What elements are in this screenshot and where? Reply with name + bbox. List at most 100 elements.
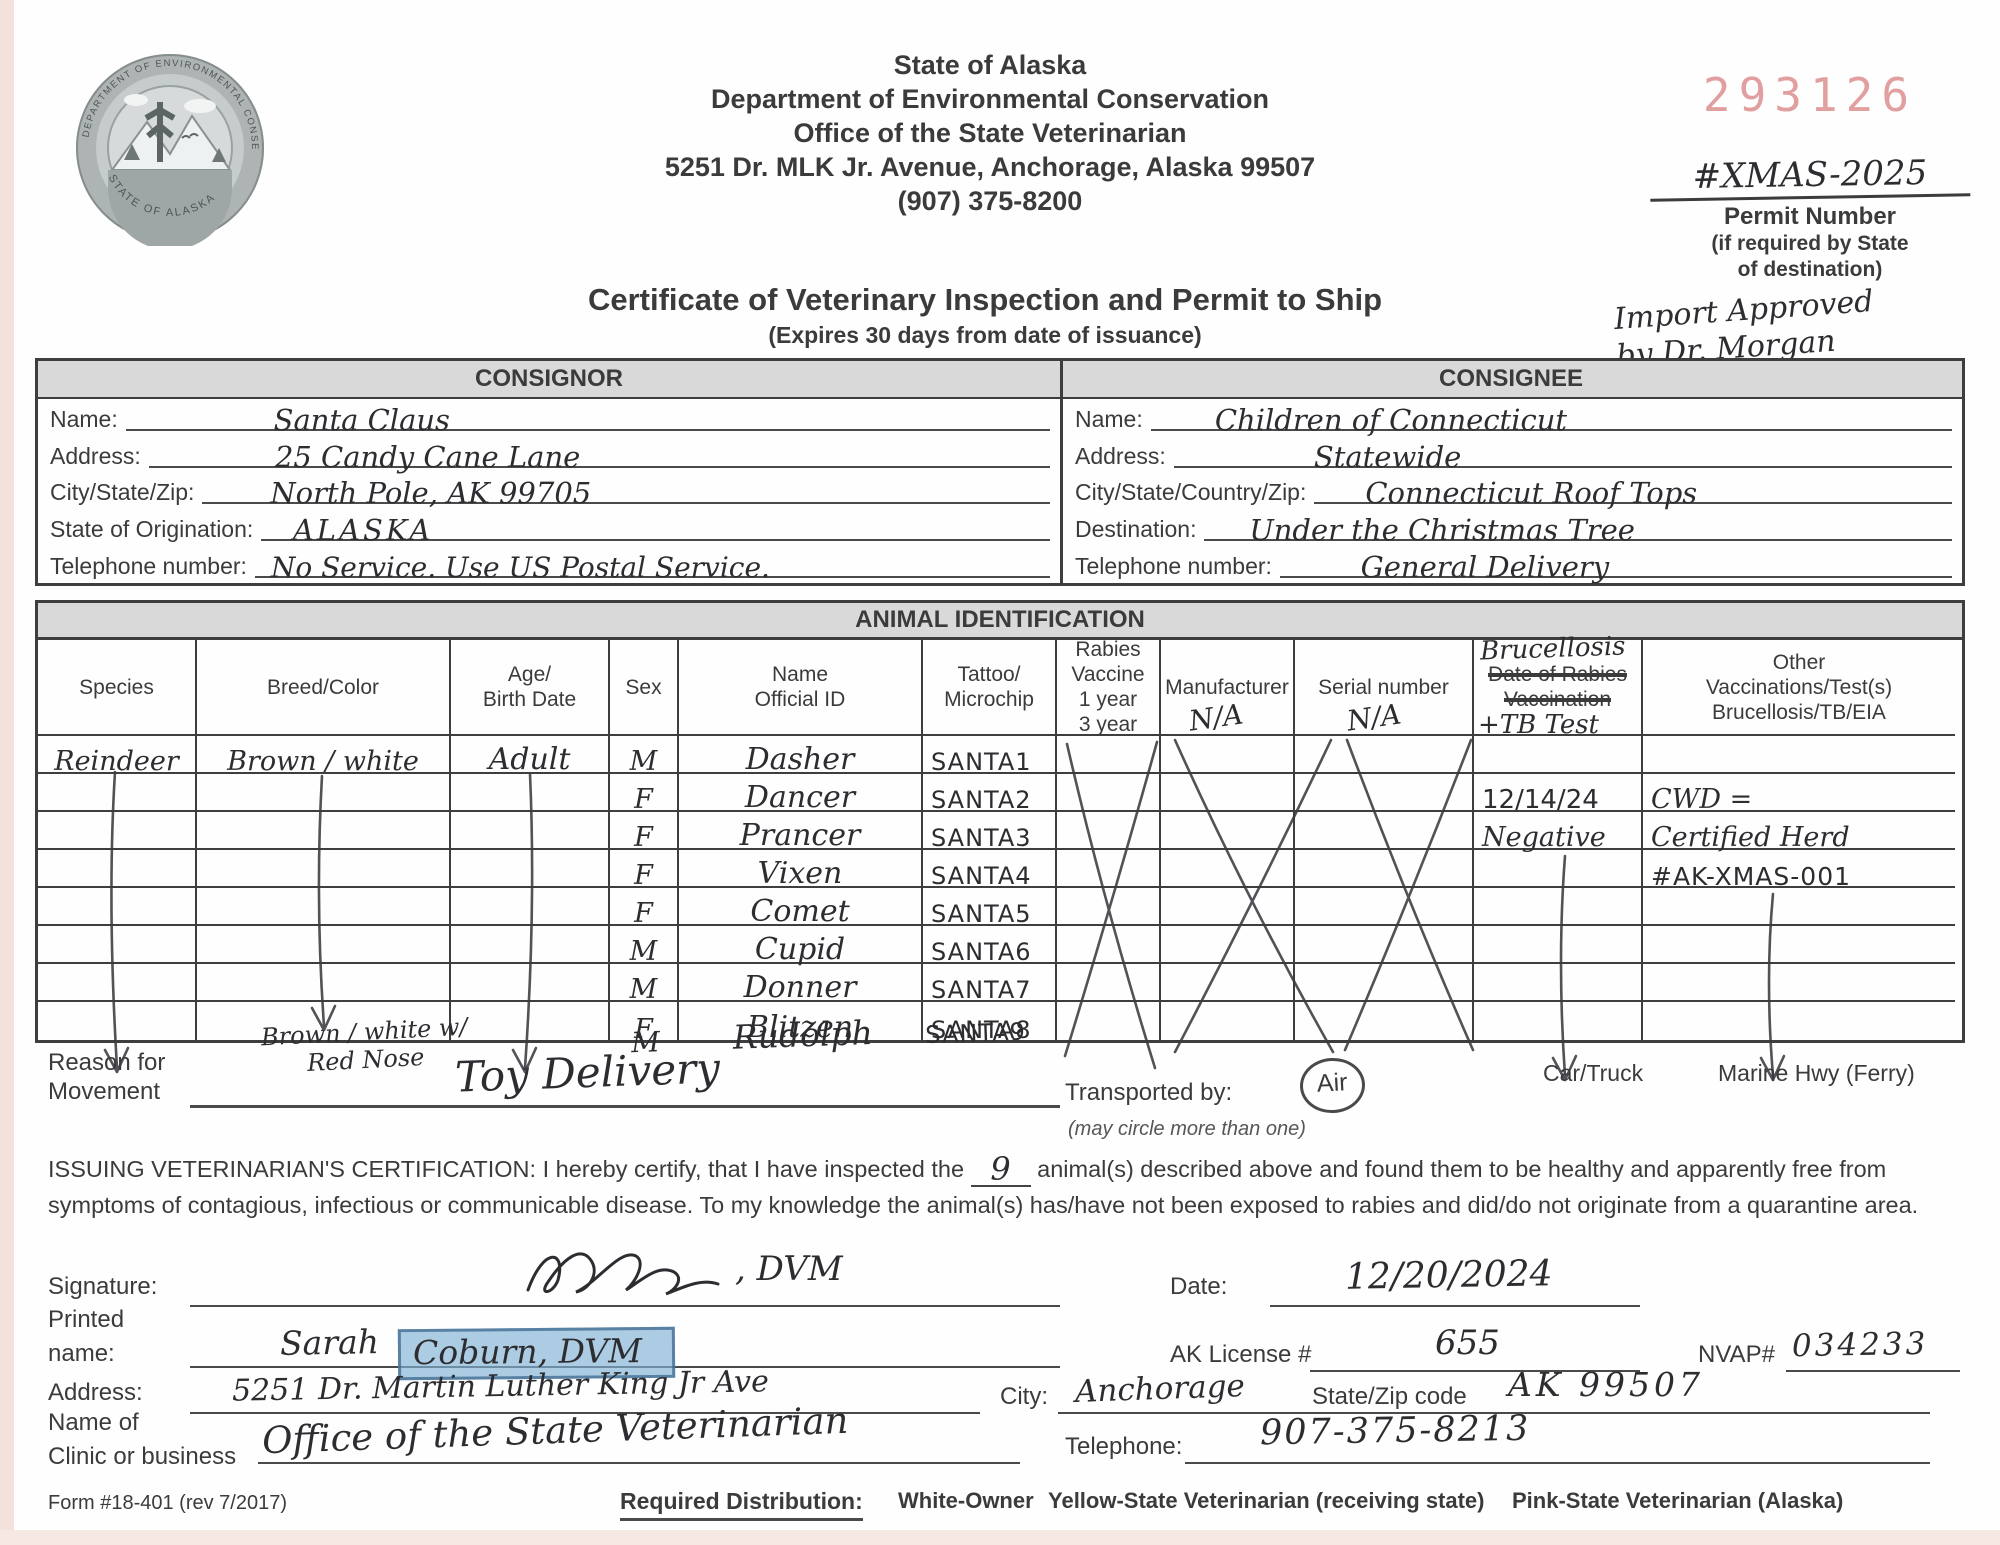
- column-divider: [1060, 361, 1063, 583]
- consignor-name-value: Santa Claus: [273, 402, 450, 437]
- cell-id: SANTA7: [923, 964, 1057, 1002]
- printed-name-first: Sarah: [279, 1322, 380, 1363]
- city-value: Anchorage: [1074, 1368, 1246, 1410]
- field-line: ALASKA: [261, 507, 1050, 545]
- col-header-sex: Sex: [610, 640, 679, 736]
- required-distribution-label: Required Distribution:: [620, 1488, 863, 1521]
- field-line: Connecticut Roof Tops: [1314, 471, 1952, 508]
- cell-name: Blitzen: [679, 1002, 923, 1043]
- transport-marine-label: Marine Hwy (Ferry): [1718, 1060, 1915, 1086]
- ak-license-value: 655: [1435, 1323, 1500, 1363]
- permit-number-label: Permit Number: [1723, 203, 1897, 230]
- consignee-name-row: Name: Children of Connecticut: [1063, 399, 1962, 436]
- tb-test-handwritten: +TB Test: [1478, 710, 1599, 740]
- certification-text: symptoms of contagious, infectious or co…: [48, 1192, 1919, 1218]
- field-line: North Pole, AK 99705: [202, 471, 1050, 511]
- cell-sex: M: [610, 736, 679, 775]
- org-line: Office of the State Veterinarian: [793, 118, 1187, 148]
- consignee-telephone-value: General Delivery: [1360, 549, 1610, 584]
- certification-text: animal(s) described above and found them…: [1037, 1156, 1887, 1182]
- col-header-other: Other Vaccinations/Test(s) Brucellosis/TB/…: [1643, 640, 1955, 736]
- consignee-destination-row: Destination: Under the Christmas Tree: [1063, 509, 1962, 546]
- cell-name: Comet: [679, 888, 923, 927]
- cell-species: Reindeer: [38, 736, 197, 775]
- cell-age: Adult: [451, 736, 610, 775]
- consignee-address-row: Address: Statewide: [1063, 436, 1962, 473]
- telephone-value: 907-375-8213: [1259, 1408, 1531, 1454]
- animal-identification-title: ANIMAL IDENTIFICATION: [35, 600, 1965, 640]
- cell-sex: M: [610, 964, 679, 1003]
- transported-by-label: Transported by:: [1065, 1079, 1233, 1106]
- telephone-line: [1185, 1408, 1930, 1464]
- field-line: 25 Candy Cane Lane: [148, 434, 1050, 471]
- reason-line: [190, 1013, 1060, 1108]
- city-label: City:: [1000, 1383, 1048, 1410]
- address-label: Address:: [48, 1379, 143, 1406]
- col-header-breed: Breed/Color: [197, 640, 451, 736]
- field-line: Children of Connecticut: [1150, 397, 1952, 434]
- reason-for-movement-label: Reason for Movement: [48, 1049, 166, 1105]
- consignee-telephone-row: Telephone number: General Delivery: [1063, 546, 1962, 583]
- consignor-citystatezip-row: City/State/Zip: North Pole, AK 99705: [38, 473, 1060, 510]
- cell-id: SANTA6: [923, 926, 1057, 964]
- cell-id: SANTA4: [923, 850, 1057, 888]
- org-line: (907) 375-8200: [897, 186, 1083, 216]
- consignor-consignee-header: CONSIGNOR CONSIGNEE: [38, 361, 1962, 399]
- consignor-title: CONSIGNOR: [474, 365, 623, 392]
- consignor-name-row: Name: Santa Claus: [38, 399, 1060, 436]
- cell-name: Dasher: [679, 736, 923, 775]
- field-line: General Delivery: [1279, 544, 1952, 581]
- date-label: Date:: [1170, 1273, 1228, 1300]
- cell-sex: F: [610, 774, 679, 813]
- ak-license-line: [1310, 1316, 1640, 1372]
- cell-sex: F: [610, 1002, 679, 1043]
- consignor-telephone-row: Telephone number: No Service. Use US Pos…: [38, 546, 1060, 583]
- consignee-section: Name: Children of Connecticut Address: S…: [1063, 399, 1962, 583]
- consignee-citystatezip-row: City/State/Country/Zip: Connecticut Roof…: [1063, 473, 1962, 510]
- cell-id: SANTA2: [923, 774, 1057, 812]
- field-line: Under the Christmas Tree: [1204, 507, 1952, 545]
- brucellosis-handwritten: Brucellosis: [1479, 631, 1626, 667]
- field-line: Statewide: [1173, 434, 1952, 471]
- permit-number-sublabel: (if required by State of destination): [1711, 232, 1909, 281]
- manufacturer-na-handwritten: N/A: [1186, 697, 1246, 738]
- certification-text: ISSUING VETERINARIAN'S CERTIFICATION: I …: [48, 1156, 965, 1182]
- signature-dvm-suffix: , DVM: [735, 1249, 843, 1289]
- cell-sex: F: [610, 812, 679, 851]
- signature-scribble: [526, 1252, 720, 1296]
- col-header-brucellosis: Brucellosis Date of Rabies Vaccination +…: [1474, 631, 1643, 740]
- col-header-manufacturer: Manufacturer N/A: [1161, 640, 1295, 738]
- org-line: Department of Environmental Conservation: [710, 84, 1270, 114]
- consignor-citystatezip-value: North Pole, AK 99705: [270, 476, 592, 511]
- cell-name: Cupid: [679, 926, 923, 965]
- scan-edge-left: [0, 0, 14, 1545]
- consignor-telephone-value: No Service. Use US Postal Service.: [270, 550, 770, 584]
- reason-for-movement-value: Toy Delivery: [454, 1043, 721, 1102]
- col-header-serial: Serial number N/A: [1295, 640, 1474, 738]
- ak-license-label: AK License #: [1170, 1341, 1312, 1368]
- clinic-line: [258, 1408, 1020, 1464]
- org-line: 5251 Dr. MLK Jr. Avenue, Anchorage, Alas…: [664, 152, 1316, 182]
- consignor-address-value: 25 Candy Cane Lane: [274, 439, 581, 474]
- consignor-origination-row: State of Origination: ALASKA: [38, 509, 1060, 546]
- signature-label: Signature:: [48, 1273, 158, 1300]
- distribution-yellow: Yellow-State Veterinarian (receiving sta…: [1048, 1488, 1485, 1513]
- cell-other: #AK-XMAS-001: [1643, 850, 1955, 889]
- consignee-address-value: Statewide: [1313, 439, 1462, 474]
- cell-sex: F: [610, 888, 679, 927]
- cell-other: Certified Herd: [1643, 812, 1955, 851]
- animal-count-handwritten: 9: [970, 1153, 1031, 1187]
- permit-number-block: #XMAS-2025 Permit Number (if required by…: [1649, 153, 1971, 283]
- cell-other: CWD =: [1643, 774, 1955, 813]
- consignor-origination-value: ALASKA: [292, 513, 434, 548]
- nvap-line: [1786, 1322, 1960, 1372]
- address-line: [190, 1358, 980, 1414]
- form-number: Form #18-401 (rev 7/2017): [48, 1492, 288, 1514]
- consignor-consignee-box: CONSIGNOR CONSIGNEE Name: Santa Claus Ad…: [35, 358, 1965, 586]
- distribution-pink: Pink-State Veterinarian (Alaska): [1512, 1488, 1844, 1513]
- printed-name-label: Printed name:: [48, 1306, 125, 1367]
- consignee-title: CONSIGNEE: [1438, 365, 1584, 392]
- cell-sex: F: [610, 850, 679, 889]
- stamped-serial-number: 293126: [1702, 68, 1918, 122]
- telephone-label: Telephone:: [1065, 1433, 1183, 1460]
